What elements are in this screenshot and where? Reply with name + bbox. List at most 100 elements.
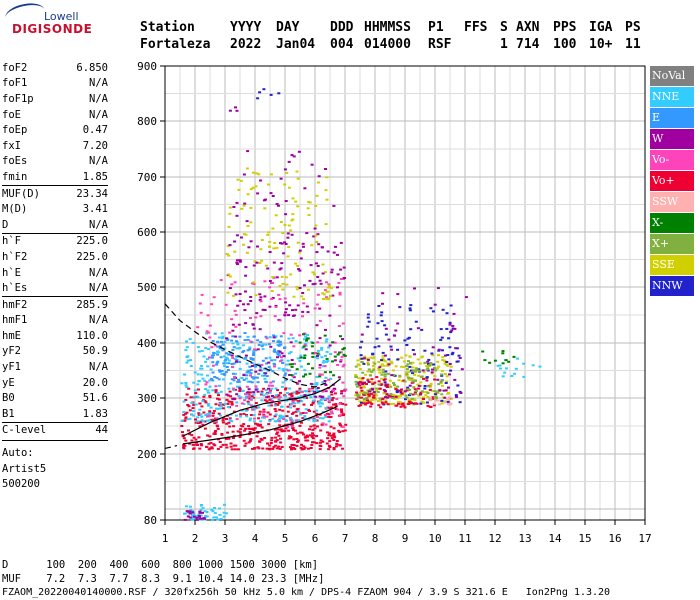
data-point (256, 339, 260, 342)
data-point (358, 384, 362, 387)
data-point (236, 304, 240, 307)
data-point (267, 343, 271, 346)
data-point (284, 200, 288, 202)
data-point (332, 389, 335, 392)
data-point (399, 391, 403, 394)
data-point (405, 374, 409, 377)
data-point (250, 397, 254, 400)
param-label: hmF2 (2, 298, 28, 311)
data-point (398, 375, 402, 378)
data-point (416, 383, 420, 386)
data-point (232, 362, 236, 365)
data-point (283, 183, 287, 186)
data-point (186, 418, 190, 421)
trace-curve (182, 405, 338, 445)
data-point (406, 363, 410, 366)
data-point (361, 383, 365, 385)
data-point (298, 269, 302, 272)
data-point (363, 392, 366, 395)
data-point (240, 207, 244, 210)
data-point (372, 394, 376, 397)
data-point (238, 347, 242, 349)
data-point (272, 336, 276, 339)
data-point (268, 286, 272, 289)
data-point (271, 447, 275, 450)
data-point (259, 315, 263, 318)
data-point (294, 308, 298, 311)
data-point (322, 397, 326, 400)
data-point (354, 380, 358, 383)
data-point (281, 368, 285, 371)
data-point (496, 364, 500, 367)
x-tick-label: 11 (458, 532, 471, 545)
data-point (265, 415, 269, 418)
data-point (360, 391, 364, 394)
data-point (292, 411, 296, 414)
x-tick-label: 1 (162, 532, 169, 545)
data-point (336, 286, 339, 289)
data-point (247, 393, 251, 396)
data-point (283, 388, 287, 391)
data-point (319, 399, 323, 401)
data-point (289, 378, 293, 381)
param-label: h`Es (2, 282, 28, 295)
param-row: foE N/A (2, 107, 108, 123)
data-point (227, 359, 231, 362)
data-point (244, 442, 248, 445)
data-point (341, 322, 345, 325)
data-point (228, 109, 232, 112)
data-point (389, 403, 392, 406)
data-point (429, 382, 433, 385)
data-point (443, 401, 447, 404)
data-point (366, 361, 370, 364)
data-point (310, 404, 313, 406)
data-point (255, 172, 259, 175)
param-value: 3.41 (82, 203, 108, 216)
data-point (408, 389, 412, 391)
param-row: MUF(D) 23.34 (2, 184, 108, 202)
data-point (269, 381, 273, 384)
data-point (297, 419, 301, 422)
data-point (290, 421, 294, 424)
data-point (414, 393, 418, 395)
data-point (184, 439, 188, 442)
data-point (236, 448, 240, 451)
data-point (398, 401, 402, 404)
data-point (436, 399, 440, 402)
data-point (318, 307, 322, 310)
data-point (316, 293, 320, 296)
data-point (324, 407, 328, 409)
data-point (318, 405, 322, 408)
data-point (381, 351, 385, 354)
data-point (411, 366, 415, 369)
data-point (333, 351, 337, 354)
data-point (267, 395, 271, 398)
param-label: yF1 (2, 361, 21, 374)
data-point (214, 391, 218, 394)
data-point (382, 389, 386, 391)
data-point (296, 400, 300, 403)
data-point (270, 439, 274, 442)
data-point (360, 401, 363, 404)
data-point (223, 340, 227, 343)
data-point (252, 283, 256, 285)
data-point (332, 448, 336, 451)
data-point (370, 403, 374, 405)
data-point (182, 411, 186, 414)
data-point (311, 341, 315, 344)
data-point (358, 368, 362, 370)
data-point (245, 385, 249, 388)
data-point (267, 404, 271, 407)
header-year-label: YYYY (230, 20, 262, 35)
data-point (251, 186, 255, 189)
data-point (273, 428, 277, 431)
data-point (257, 406, 261, 409)
data-point (263, 437, 267, 439)
data-point (259, 341, 263, 344)
param-value: N/A (89, 314, 108, 327)
data-point (378, 366, 382, 369)
data-point (330, 406, 334, 409)
data-point (271, 276, 275, 278)
data-point (223, 347, 227, 350)
data-point (244, 354, 248, 357)
